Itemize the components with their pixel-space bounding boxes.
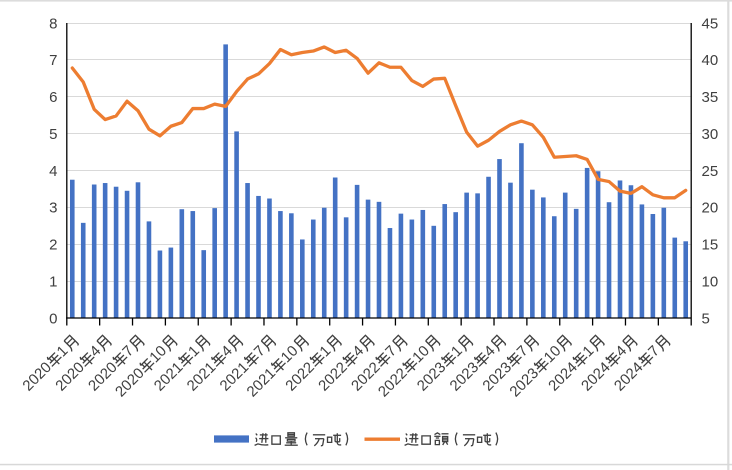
svg-text:6: 6: [49, 89, 57, 106]
svg-text:7: 7: [49, 52, 57, 69]
svg-text:8: 8: [49, 15, 57, 32]
svg-text:30: 30: [702, 126, 719, 143]
svg-text:20: 20: [702, 200, 719, 217]
svg-text:5: 5: [49, 126, 57, 143]
svg-text:5: 5: [702, 310, 710, 327]
svg-text:4: 4: [49, 163, 57, 180]
svg-text:45: 45: [702, 15, 719, 32]
svg-text:0: 0: [49, 310, 57, 327]
svg-text:35: 35: [702, 89, 719, 106]
svg-text:25: 25: [702, 163, 719, 180]
svg-text:40: 40: [702, 52, 719, 69]
svg-text:3: 3: [49, 200, 57, 217]
svg-text:2: 2: [49, 237, 57, 254]
svg-text:10: 10: [702, 273, 719, 290]
svg-text:15: 15: [702, 237, 719, 254]
svg-text:1: 1: [49, 273, 57, 290]
